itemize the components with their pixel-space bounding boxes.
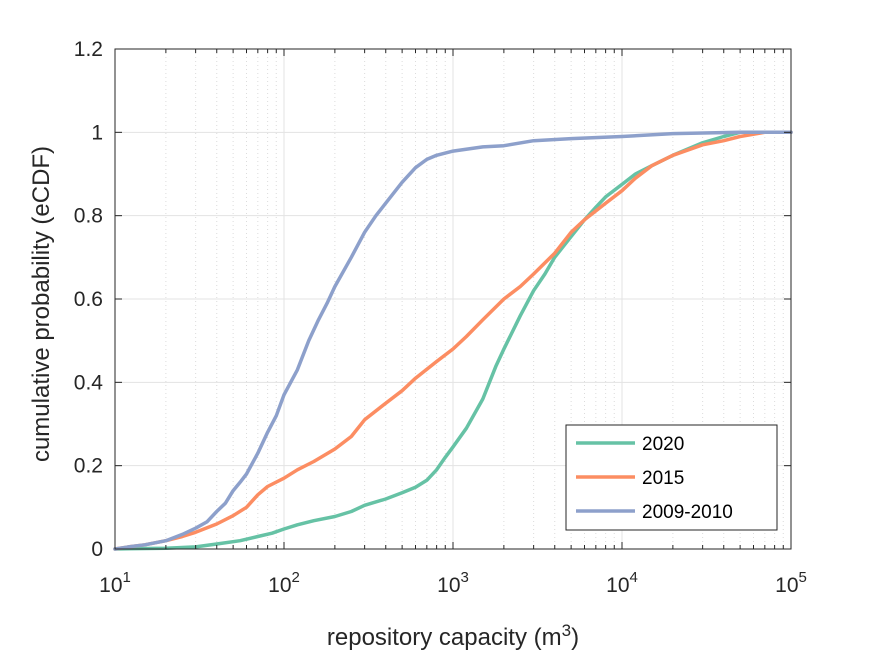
legend-item-2015: 2015 <box>576 468 684 489</box>
x-tick-label: 102 <box>268 569 300 597</box>
x-tick-label: 101 <box>99 569 131 597</box>
legend-label: 2015 <box>642 468 684 489</box>
y-tick-label: 1.2 <box>74 38 103 61</box>
x-tick-label: 104 <box>606 569 638 597</box>
x-tick-labels: 101 102 103 104 105 <box>99 569 807 597</box>
y-tick-label: 0.8 <box>74 205 103 228</box>
legend-item-2009-2010: 2009-2010 <box>576 502 733 523</box>
legend-label: 2020 <box>642 434 684 455</box>
y-tick-label: 1 <box>91 121 103 144</box>
axis-ticks <box>114 48 792 550</box>
series-line-2009-2010 <box>113 130 793 551</box>
y-tick-label: 0.6 <box>74 288 103 311</box>
y-tick-label: 0.4 <box>74 371 104 394</box>
x-axis-label: repository capacity (m3) <box>327 621 579 651</box>
legend-item-2020: 2020 <box>576 434 684 455</box>
legend-label: 2009-2010 <box>642 502 733 523</box>
y-tick-label: 0 <box>91 538 103 561</box>
legend: 2020 2015 2009-2010 <box>565 424 778 531</box>
x-tick-label: 103 <box>437 569 469 597</box>
series-line-2020 <box>113 130 793 551</box>
y-tick-label: 0.2 <box>74 455 103 478</box>
y-axis-label: cumulative probability (eCDF) <box>28 146 55 462</box>
x-tick-label: 105 <box>775 569 807 597</box>
y-tick-labels: 0 0.2 0.4 0.6 0.8 1 1.2 <box>74 38 104 561</box>
series-line-2015 <box>113 130 793 551</box>
series-lines <box>113 130 793 551</box>
